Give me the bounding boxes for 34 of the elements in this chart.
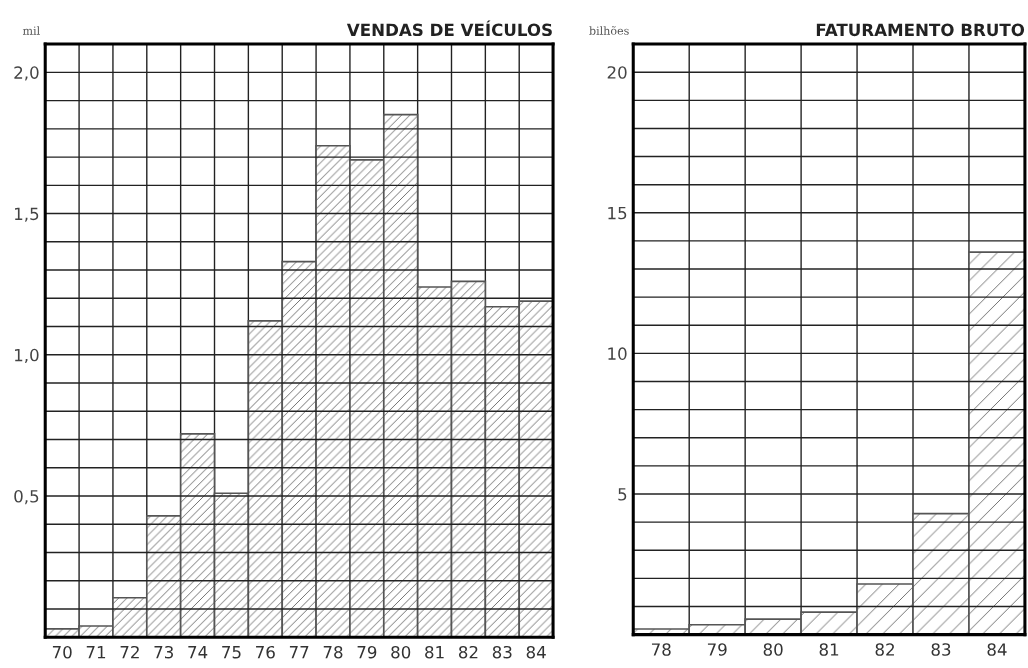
x-tick-label: 84 [987, 643, 1007, 656]
x-tick-label: 72 [120, 645, 139, 659]
y-tick-label: 5 [618, 488, 627, 501]
y-tick-label: 1,0 [15, 348, 39, 364]
x-tick-label: 71 [86, 646, 106, 659]
y-axis-title: mil [22, 26, 40, 35]
y-tick-label: 0,5 [14, 490, 39, 505]
x-tick-label: 81 [425, 645, 444, 659]
x-tick-label: 75 [222, 646, 241, 659]
x-tick-label: 79 [357, 645, 377, 659]
x-tick-label: 74 [188, 646, 208, 659]
x-tick-label: 80 [391, 645, 411, 659]
x-tick-label: 82 [875, 643, 894, 656]
x-tick-label: 83 [931, 643, 951, 656]
x-tick-label: 79 [707, 643, 727, 656]
x-tick-label: 82 [458, 645, 478, 659]
x-tick-label: 84 [526, 645, 546, 659]
chart-title: FATURAMENTO BRUTO [816, 23, 1025, 37]
y-tick-label: 1,5 [15, 207, 39, 222]
x-tick-label: 77 [289, 646, 309, 659]
x-tick-label: 78 [323, 645, 343, 659]
y-tick-label: 10 [608, 347, 627, 360]
x-tick-label: 78 [651, 643, 671, 656]
y-tick-label: 2,0 [14, 66, 39, 81]
chart-title: VENDAS DE VEÍCULOS [346, 20, 552, 37]
x-tick-label: 73 [154, 645, 173, 659]
x-tick-label: 70 [52, 645, 72, 659]
y-tick-label: 15 [608, 206, 627, 220]
x-tick-label: 81 [819, 643, 839, 656]
x-tick-label: 76 [256, 645, 275, 659]
x-tick-label: 80 [763, 643, 783, 656]
y-axis-title: bilhões [589, 26, 629, 35]
y-tick-label: 20 [607, 66, 627, 79]
x-tick-label: 83 [492, 645, 512, 659]
